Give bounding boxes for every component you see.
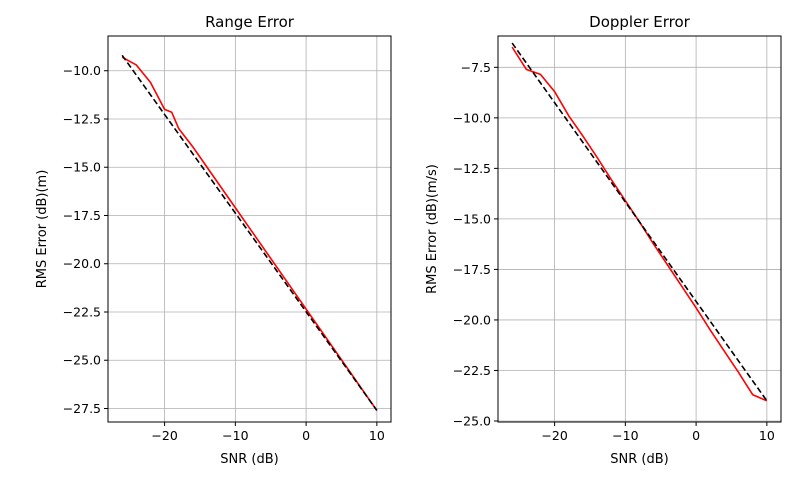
doppler-error-y-tick-label: −17.5: [453, 262, 491, 277]
doppler-error-y-tick-label: −15.0: [453, 211, 491, 226]
doppler-error-x-tick-label: 10: [759, 428, 775, 443]
range-error-x-axis-label: SNR (dB): [220, 452, 278, 467]
range-error-y-axis-label: RMS Error (dB)(m): [35, 170, 50, 289]
range-error-dashed-series-line: [121, 54, 378, 411]
range-error-y-tick-label: −12.5: [63, 111, 101, 126]
range-error-y-tick-label: −22.5: [63, 304, 101, 319]
range-error-x-tick-label: 0: [302, 428, 310, 443]
doppler-error-plot: −20 −10 0 10 −7.5 −10.0 −12.5 −15.0 −17.5 −20.0 −2…: [425, 13, 782, 467]
doppler-error-x-tick-label: −10: [612, 428, 638, 443]
doppler-error-y-tick-label: −25.0: [453, 413, 491, 428]
doppler-error-x-tick-label: −20: [541, 428, 567, 443]
doppler-error-title: Doppler Error: [589, 13, 690, 31]
range-error-y-tick-label: −15.0: [63, 160, 101, 175]
range-error-y-tick-label: −27.5: [63, 401, 101, 416]
range-error-title: Range Error: [205, 13, 295, 31]
doppler-error-y-tick-label: −20.0: [453, 312, 491, 327]
range-error-plot: −20 −10 0 10 −10.0 −12.5 −15.0 −17.5 −20.0 −22.5 −…: [35, 13, 392, 467]
range-error-y-tick-label: −25.0: [63, 353, 101, 368]
doppler-error-plot-frame: [497, 35, 782, 423]
range-error-x-tick-label: −20: [151, 428, 177, 443]
range-error-y-tick-label: −10.0: [63, 63, 101, 78]
range-error-y-tick-label: −17.5: [63, 208, 101, 223]
range-error-x-tick-label: −10: [222, 428, 248, 443]
doppler-error-y-axis-label: RMS Error (dB)(m/s): [425, 164, 440, 294]
range-error-x-tick-label: 10: [369, 428, 385, 443]
doppler-error-x-tick-label: 0: [692, 428, 700, 443]
doppler-error-y-tick-label: −22.5: [453, 363, 491, 378]
doppler-error-y-tick-label: −12.5: [453, 161, 491, 176]
range-error-plot-frame: [107, 35, 392, 423]
range-error-solid-series-line: [121, 56, 378, 411]
doppler-error-x-axis-label: SNR (dB): [610, 452, 668, 467]
doppler-error-y-tick-label: −7.5: [461, 60, 491, 75]
range-error-y-tick-label: −20.0: [63, 256, 101, 271]
doppler-error-y-tick-label: −10.0: [453, 110, 491, 125]
doppler-error-dashed-series-line: [511, 42, 768, 402]
